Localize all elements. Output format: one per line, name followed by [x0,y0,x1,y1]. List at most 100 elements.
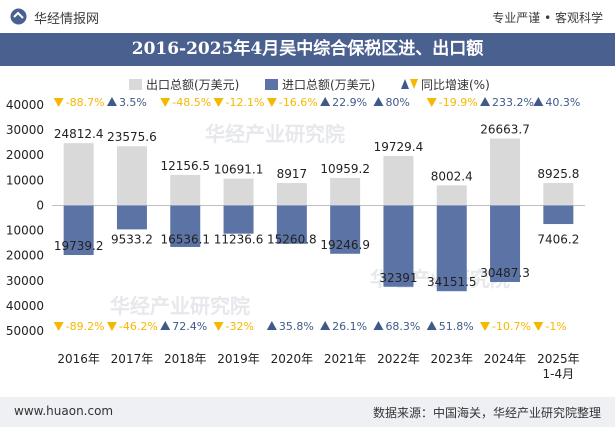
export-value-label: 19729.4 [374,140,424,154]
legend-label-growth: 同比增速(%) [421,78,490,92]
chart: 华经产业研究院华经产业研究院华经产业研究院出口总额(万美元)进口总额(万美元)同… [6,78,585,381]
import-value-label: 16536.1 [160,232,210,246]
y-tick-label: 0 [36,198,44,212]
export-growth-up-triangle-icon [480,97,491,106]
import-value-label: 30487.3 [480,266,530,280]
import-bar [276,205,307,244]
export-growth-up-triangle-icon [106,97,117,106]
x-tick-label: 2023年 [430,352,473,366]
export-bar [63,143,94,206]
import-growth-down-triangle-icon [53,322,64,331]
import-growth-up-triangle-icon [373,321,384,330]
export-value-label: 24812.4 [54,127,104,141]
import-value-label: 7406.2 [537,232,579,246]
import-bar [223,205,254,234]
import-growth-label: 26.1% [332,320,367,333]
export-value-label: 12156.5 [160,159,210,173]
export-growth-label: -19.9% [439,96,478,109]
export-value-label: 10691.1 [214,163,264,177]
import-growth-label: -89.2% [66,320,105,333]
export-growth-label: 40.3% [545,96,580,109]
website-link[interactable]: www.huaon.com [14,404,114,418]
import-growth-label: -32% [226,320,254,333]
footer: www.huaon.com 数据来源：中国海关，华经产业研究院整理 [0,397,615,427]
watermark-text: 华经产业研究院 [110,294,250,318]
y-tick-label: 40000 [6,98,44,112]
export-growth-up-triangle-icon [533,97,544,106]
x-tick-label: 2018年 [164,352,207,366]
y-tick-label: 30000 [6,274,44,288]
export-value-label: 23575.6 [107,130,157,144]
export-growth-label: -48.5% [172,96,211,109]
export-growth-label: 233.2% [492,96,534,109]
export-bar [490,138,521,206]
x-tick-label: 1-4月 [543,367,575,381]
x-tick-label: 2021年 [324,352,367,366]
export-growth-label: 22.9% [332,96,367,109]
watermark-text: 华经产业研究院 [205,122,345,146]
import-growth-label: -10.7% [492,320,531,333]
import-growth-up-triangle-icon [266,321,277,330]
export-bar [276,183,307,206]
import-growth-label: -46.2% [119,320,158,333]
import-growth-up-triangle-icon [426,321,437,330]
export-bar [330,177,361,206]
import-bar [330,205,361,254]
export-growth-up-triangle-icon [320,97,331,106]
y-tick-label: 40000 [6,299,44,313]
import-bar [383,205,414,287]
export-bar [116,146,147,206]
import-bar [63,205,94,256]
legend-swatch-export [129,79,142,90]
export-growth-up-triangle-icon [373,97,384,106]
import-bar [543,205,574,225]
import-growth-label: -1% [545,320,566,333]
export-growth-label: 80% [385,96,409,109]
x-tick-label: 2019年 [217,352,260,366]
import-growth-label: 68.3% [385,320,420,333]
legend-up-triangle-icon [401,79,409,89]
export-value-label: 10959.2 [320,162,370,176]
export-value-label: 8925.8 [537,167,579,181]
import-value-label: 19246.9 [320,238,370,252]
export-value-label: 8002.4 [431,169,473,183]
export-value-label: 8917 [277,167,308,181]
export-growth-label: 3.5% [119,96,147,109]
x-tick-label: 2016年 [57,352,100,366]
import-growth-label: 72.4% [172,320,207,333]
legend-label-export: 出口总额(万美元) [146,78,239,92]
huajing-logo-icon [10,8,27,25]
export-growth-down-triangle-icon [426,98,437,107]
export-bar [383,155,414,206]
x-tick-label: 2024年 [484,352,527,366]
legend-down-triangle-icon [410,79,418,89]
export-growth-down-triangle-icon [213,98,224,107]
tagline: 专业严谨 • 客观科学 [492,11,603,25]
legend-label-import: 进口总额(万美元) [282,78,375,92]
y-tick-label: 20000 [6,148,44,162]
export-growth-label: -16.6% [279,96,318,109]
import-bar [116,205,147,230]
export-bar [436,185,467,206]
import-value-label: 11236.6 [214,232,264,246]
data-source: 数据来源：中国海关，华经产业研究院整理 [372,406,601,420]
export-bar [170,174,201,206]
legend-swatch-import [265,79,278,90]
import-value-label: 34151.5 [427,275,477,289]
export-value-label: 26663.7 [480,122,530,136]
import-growth-down-triangle-icon [106,322,117,331]
y-tick-label: 10000 [6,224,44,238]
y-tick-label: 30000 [6,123,44,137]
export-bar [543,183,574,206]
import-growth-up-triangle-icon [320,321,331,330]
import-bar [490,205,521,283]
import-value-label: 15260.8 [267,232,317,246]
export-growth-label: -88.7% [66,96,105,109]
import-value-label: 19739.2 [54,239,104,253]
import-value-label: 32391 [379,271,417,285]
export-bar [223,178,254,206]
export-growth-label: -12.1% [226,96,265,109]
import-value-label: 9533.2 [111,232,153,246]
import-growth-up-triangle-icon [160,321,171,330]
x-tick-label: 2017年 [111,352,154,366]
